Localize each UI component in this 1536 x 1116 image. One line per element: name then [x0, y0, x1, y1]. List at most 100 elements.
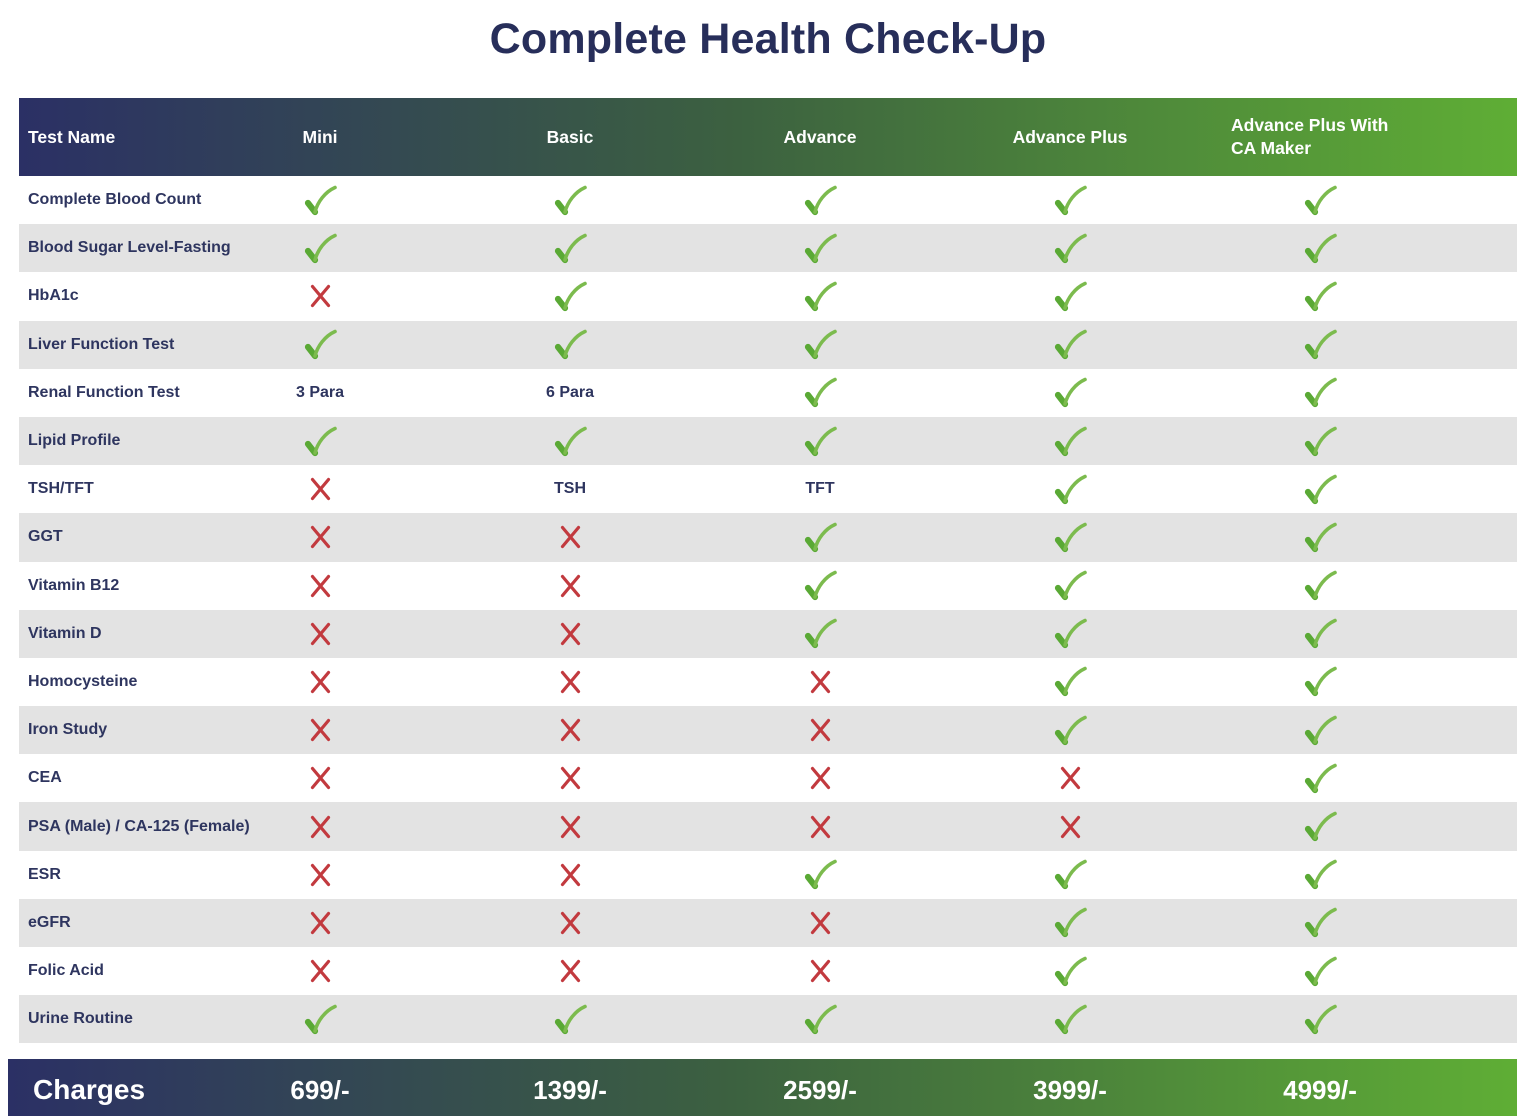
cross-icon	[195, 562, 445, 610]
check-icon	[695, 176, 945, 224]
cell-text: TSH	[554, 480, 586, 498]
test-name: Complete Blood Count	[28, 191, 202, 209]
check-icon	[445, 417, 695, 465]
check-icon	[1195, 899, 1445, 947]
check-icon	[945, 272, 1195, 320]
check-icon	[695, 513, 945, 561]
check-icon	[945, 224, 1195, 272]
check-icon	[1195, 851, 1445, 899]
cross-icon	[195, 851, 445, 899]
check-icon	[445, 272, 695, 320]
check-icon	[195, 321, 445, 369]
table-row: Vitamin D	[19, 609, 1517, 658]
check-icon	[1195, 224, 1445, 272]
column-header: Advance Plus	[1012, 126, 1128, 147]
cross-icon	[695, 658, 945, 706]
check-icon	[445, 321, 695, 369]
table-row: Renal Function Test 3 Para 6 Para	[19, 368, 1517, 417]
health-checkup-infographic: Complete Health Check-Up Test Name Mini Ba…	[0, 15, 1536, 1116]
check-icon	[195, 176, 445, 224]
check-icon	[1195, 465, 1445, 513]
column-header: Basic	[546, 126, 594, 147]
check-icon	[945, 417, 1195, 465]
charges-value: 4999/-	[1283, 1074, 1357, 1105]
table-row: Complete Blood Count	[19, 176, 1517, 225]
test-name: Urine Routine	[28, 1010, 133, 1028]
check-icon	[1195, 562, 1445, 610]
charges-value: 1399/-	[533, 1074, 607, 1105]
table-row: TSH/TFT TSH TFT	[19, 465, 1517, 514]
test-name: Liver Function Test	[28, 335, 175, 353]
check-icon	[1195, 658, 1445, 706]
cross-icon	[945, 754, 1195, 802]
cross-icon	[195, 465, 445, 513]
check-icon	[1195, 995, 1445, 1043]
cross-icon	[695, 947, 945, 995]
cross-icon	[445, 513, 695, 561]
test-name: Vitamin B12	[28, 576, 120, 594]
test-name: eGFR	[28, 913, 71, 931]
cross-icon	[195, 658, 445, 706]
check-icon	[195, 995, 445, 1043]
column-header: Test Name	[28, 126, 116, 147]
check-icon	[945, 321, 1195, 369]
charges-value: 3999/-	[1033, 1074, 1107, 1105]
cross-icon	[445, 851, 695, 899]
table-row: Folic Acid	[19, 947, 1517, 996]
page-title: Complete Health Check-Up	[489, 15, 1047, 63]
check-icon	[695, 321, 945, 369]
test-name: Lipid Profile	[28, 432, 121, 450]
check-icon	[945, 465, 1195, 513]
check-icon	[445, 224, 695, 272]
table-row: Urine Routine	[19, 995, 1517, 1044]
cross-icon	[445, 802, 695, 850]
cross-icon	[195, 947, 445, 995]
cross-icon	[195, 899, 445, 947]
cross-icon	[195, 706, 445, 754]
check-icon	[945, 369, 1195, 417]
table-row: PSA (Male) / CA-125 (Female)	[19, 802, 1517, 851]
column-header: Mini	[302, 126, 338, 147]
charges-row: Charges 699/- 1399/- 2599/- 3999/- 4999/-	[19, 1059, 1517, 1116]
cross-icon	[445, 899, 695, 947]
cross-icon	[195, 272, 445, 320]
test-name: Iron Study	[28, 721, 108, 739]
table-row: Vitamin B12	[19, 561, 1517, 610]
cross-icon	[695, 802, 945, 850]
cross-icon	[945, 802, 1195, 850]
cross-icon	[195, 610, 445, 658]
check-icon	[945, 995, 1195, 1043]
charges-label: Charges	[33, 1074, 146, 1105]
table-row: Homocysteine	[19, 657, 1517, 707]
test-name: TSH/TFT	[28, 480, 94, 498]
cross-icon	[445, 610, 695, 658]
cross-icon	[195, 754, 445, 802]
check-icon	[195, 224, 445, 272]
check-icon	[945, 610, 1195, 658]
test-name: ESR	[28, 865, 61, 883]
check-icon	[195, 417, 445, 465]
test-name: CEA	[28, 769, 62, 787]
cell-text: TFT	[805, 480, 835, 498]
cross-icon	[445, 754, 695, 802]
check-icon	[945, 706, 1195, 754]
test-name: Blood Sugar Level-Fasting	[28, 239, 231, 257]
check-icon	[1195, 369, 1445, 417]
cross-icon	[695, 706, 945, 754]
column-header: Advance	[783, 126, 857, 147]
check-icon	[1195, 417, 1445, 465]
cell-text: 3 Para	[295, 383, 345, 401]
table-row: GGT	[19, 513, 1517, 562]
check-icon	[695, 562, 945, 610]
cross-icon	[195, 802, 445, 850]
test-name: Vitamin D	[28, 624, 102, 642]
cross-icon	[445, 947, 695, 995]
cross-icon	[445, 658, 695, 706]
cross-icon	[695, 899, 945, 947]
cross-icon	[445, 562, 695, 610]
table-row: CEA	[19, 754, 1517, 803]
table-body: Complete Blood Count Blood Sugar Level-Fa…	[19, 176, 1517, 1044]
check-icon	[945, 513, 1195, 561]
check-icon	[945, 658, 1195, 706]
check-icon	[445, 176, 695, 224]
